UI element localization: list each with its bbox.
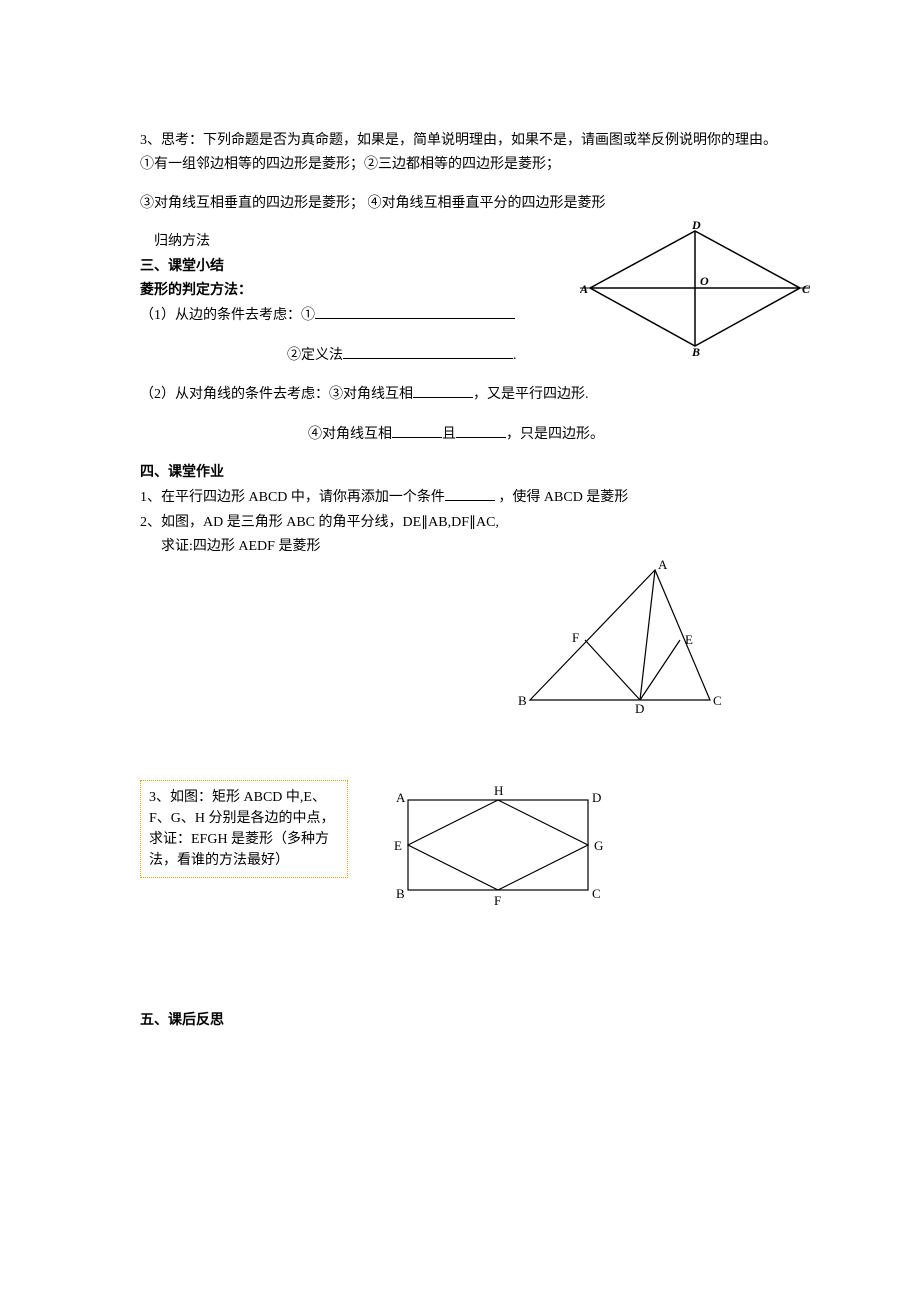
label-C: C	[802, 282, 810, 296]
label-D: D	[691, 221, 701, 232]
sec4-title: 四、课堂作业	[140, 462, 780, 484]
tri-label-A: A	[658, 557, 668, 572]
q3-line2: ③对角线互相垂直的四边形是菱形； ④对角线互相垂直平分的四边形是菱形	[140, 193, 780, 215]
rect-label-G: G	[594, 838, 603, 853]
rhombus-figure: A B C D O	[580, 221, 810, 356]
rule-1b-suffix: .	[513, 348, 517, 363]
rule-2a-suf: ，又是平行四边形.	[473, 387, 589, 402]
sec4-q3b: 求证：EFGH 是菱形（多种方法，看谁的方法最好）	[149, 832, 329, 868]
rect-label-H: H	[494, 783, 503, 798]
rect-label-B: B	[396, 886, 405, 901]
rect-label-D: D	[592, 790, 601, 805]
blank-1a	[315, 304, 515, 319]
rect-label-F: F	[494, 893, 501, 908]
sec4-q1a: 1、在平行四边形 ABCD 中，请你再添加一个条件	[140, 490, 445, 505]
tri-label-E: E	[685, 632, 693, 647]
sec4-q2a: 2、如图，AD 是三角形 ABC 的角平分线，DE∥AB,DF∥AC,	[140, 512, 780, 534]
rect-label-C: C	[592, 886, 601, 901]
label-B: B	[691, 345, 700, 356]
q3-intro: 3、思考：下列命题是否为真命题，如果是，简单说明理由，如果不是，请画图或举反例说…	[140, 130, 780, 152]
tri-label-C: C	[713, 693, 722, 708]
rule-2b: ④对角线互相 且 ，只是四边形。	[140, 423, 780, 446]
blank-2b2	[456, 423, 506, 438]
q3-line1: ①有一组邻边相等的四边形是菱形；②三边都相等的四边形是菱形；	[140, 154, 780, 176]
sec4-q1: 1、在平行四边形 ABCD 中，请你再添加一个条件 ，使得 ABCD 是菱形	[140, 486, 780, 509]
tri-label-B: B	[518, 693, 527, 708]
blank-q1	[445, 486, 495, 501]
tri-label-F: F	[572, 630, 579, 645]
sec5-title: 五、课后反思	[140, 1010, 780, 1032]
rule-2b-mid: 且	[442, 427, 456, 442]
rect-label-A: A	[396, 790, 406, 805]
rect-figure: A B C D E F G H	[388, 780, 618, 910]
rule-2b-suf: ，只是四边形。	[506, 427, 604, 442]
triangle-figure: A B C D E F	[510, 555, 730, 715]
label-O: O	[700, 274, 709, 288]
sec4-q3a: 3、如图：矩形 ABCD 中,E、F、G、H 分别是各边的中点，	[149, 790, 335, 826]
rule-1b-text: ②定义法	[287, 348, 343, 363]
blank-1b	[343, 344, 513, 359]
label-A: A	[580, 282, 588, 296]
rule-2a: （2）从对角线的条件去考虑：③对角线互相 ，又是平行四边形.	[140, 383, 780, 406]
rule-1a-text: （1）从边的条件去考虑：①	[140, 308, 315, 323]
tri-label-D: D	[635, 701, 644, 715]
rect-label-E: E	[394, 838, 402, 853]
sec4-q3-box: 3、如图：矩形 ABCD 中,E、F、G、H 分别是各边的中点， 求证：EFGH…	[140, 780, 348, 878]
blank-2b1	[392, 423, 442, 438]
rule-2a-pre: （2）从对角线的条件去考虑：③对角线互相	[140, 387, 413, 402]
rule-2b-pre: ④对角线互相	[308, 427, 392, 442]
blank-2a	[413, 383, 473, 398]
sec4-q1b: ，使得 ABCD 是菱形	[495, 490, 628, 505]
